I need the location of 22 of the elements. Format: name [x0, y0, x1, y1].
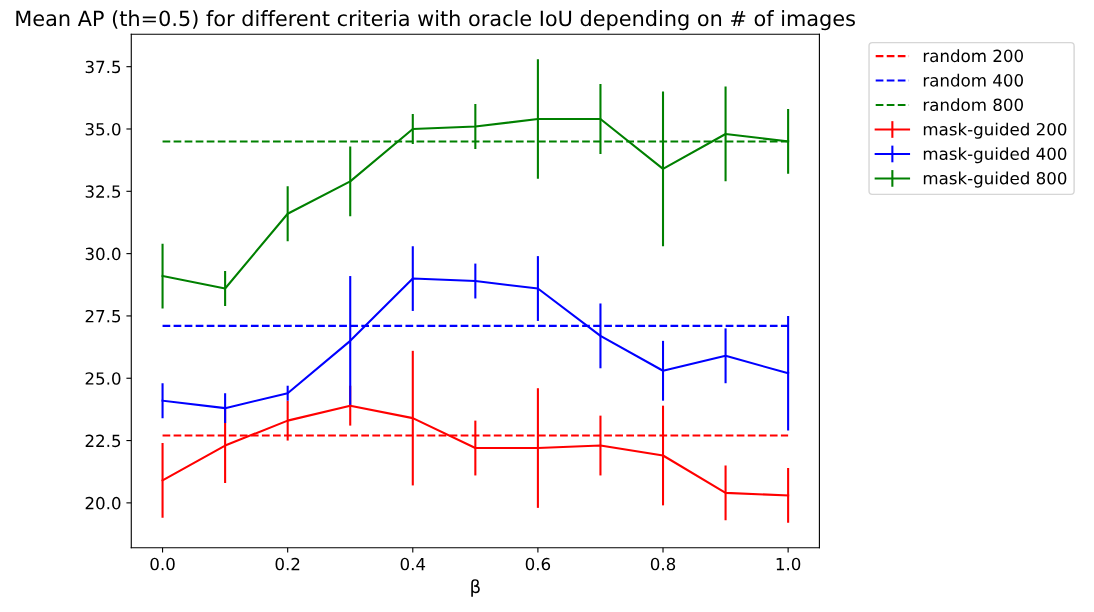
legend-label: mask-guided 400 — [923, 147, 1067, 164]
x-axis-title: β — [471, 579, 480, 597]
x-tick-label: 0.4 — [400, 557, 426, 571]
y-tick-label: 37.5 — [85, 60, 121, 74]
y-tick-label: 35.0 — [85, 122, 121, 136]
chart-title: Mean AP (th=0.5) for different criteria with oracle IoU depending on # of images — [16, 10, 855, 31]
legend-label: mask-guided 200 — [923, 122, 1067, 139]
legend-label: mask-guided 800 — [923, 171, 1067, 188]
y-tick-label: 22.5 — [85, 434, 121, 448]
y-tick-label: 30.0 — [85, 247, 121, 261]
x-tick-label: 0.0 — [150, 557, 175, 571]
y-tick-label: 27.5 — [85, 309, 121, 323]
x-tick-label: 0.6 — [525, 557, 551, 571]
legend-label: random 800 — [923, 98, 1023, 112]
legend-label: random 400 — [923, 73, 1023, 87]
y-tick-label: 25.0 — [85, 372, 121, 385]
y-tick-label: 32.5 — [85, 185, 121, 198]
legend-label: random 200 — [923, 49, 1023, 63]
x-tick-label: 0.8 — [650, 557, 676, 571]
x-tick-label: 1.0 — [776, 557, 801, 571]
x-tick-label: 0.2 — [275, 557, 300, 571]
y-tick-label: 20.0 — [85, 496, 121, 510]
